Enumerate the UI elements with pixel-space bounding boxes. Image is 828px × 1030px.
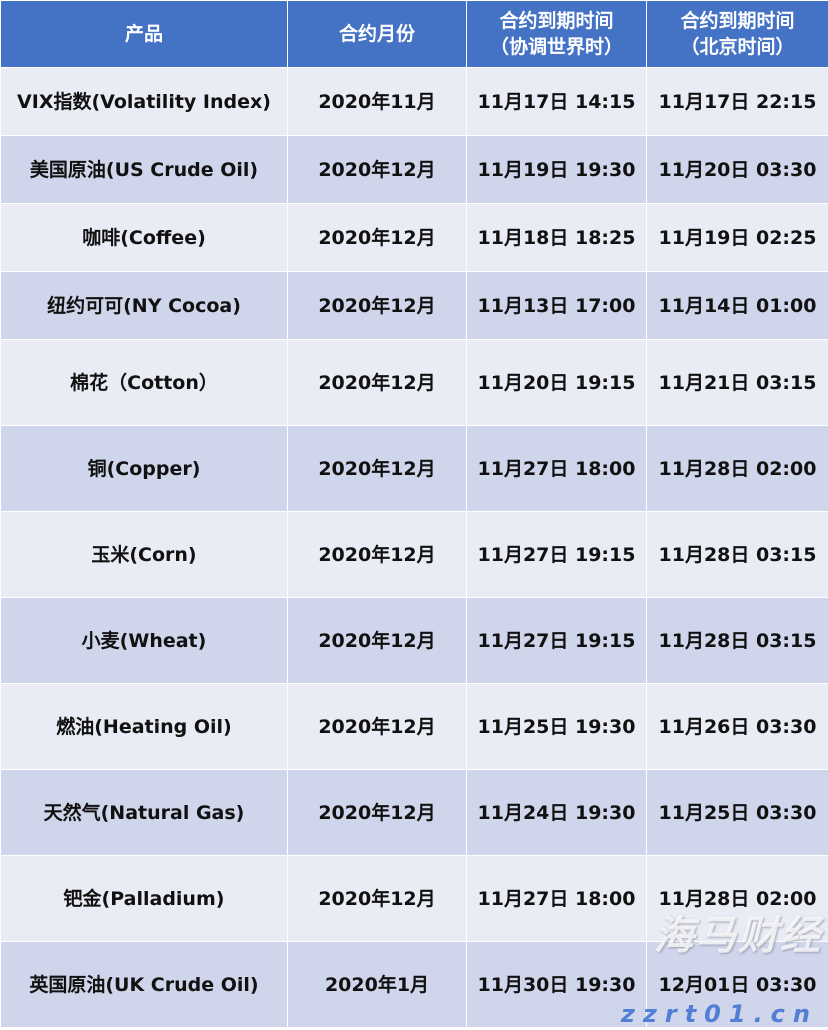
cell-expiry-beijing: 11月20日 03:30 bbox=[646, 135, 828, 204]
cell-contract-month: 2020年12月 bbox=[287, 271, 467, 340]
cell-expiry-utc: 11月25日 19:30 bbox=[466, 683, 647, 770]
header-contract-month: 合约月份 bbox=[287, 0, 467, 68]
cell-expiry-beijing: 11月28日 02:00 bbox=[646, 855, 828, 942]
header-expiry-beijing: 合约到期时间 （北京时间） bbox=[646, 0, 828, 68]
cell-contract-month: 2020年12月 bbox=[287, 683, 467, 770]
cell-contract-month: 2020年12月 bbox=[287, 339, 467, 426]
table-row: 咖啡(Coffee) 2020年12月 11月18日 18:25 11月19日 02:… bbox=[0, 203, 828, 272]
cell-expiry-beijing: 11月21日 03:15 bbox=[646, 339, 828, 426]
cell-product: 棉花（Cotton） bbox=[0, 339, 288, 426]
cell-expiry-utc: 11月19日 19:30 bbox=[466, 135, 647, 204]
table-row: 纽约可可(NY Cocoa) 2020年12月 11月13日 17:00 11月14日… bbox=[0, 271, 828, 340]
table-row: 天然气(Natural Gas) 2020年12月 11月24日 19:30 11月2… bbox=[0, 769, 828, 856]
table-row: 燃油(Heating Oil) 2020年12月 11月25日 19:30 11月26… bbox=[0, 683, 828, 770]
cell-expiry-beijing: 11月14日 01:00 bbox=[646, 271, 828, 340]
cell-product: VIX指数(Volatility Index) bbox=[0, 67, 288, 136]
cell-expiry-utc: 11月27日 19:15 bbox=[466, 597, 647, 684]
cell-product: 燃油(Heating Oil) bbox=[0, 683, 288, 770]
cell-product: 钯金(Palladium) bbox=[0, 855, 288, 942]
cell-contract-month: 2020年12月 bbox=[287, 203, 467, 272]
table-row: 铜(Copper) 2020年12月 11月27日 18:00 11月28日 02:0… bbox=[0, 425, 828, 512]
header-text: 合约月份 bbox=[338, 23, 415, 45]
header-text: 合约到期时间 bbox=[680, 10, 795, 32]
cell-contract-month: 2020年1月 bbox=[287, 941, 467, 1028]
cell-product: 小麦(Wheat) bbox=[0, 597, 288, 684]
cell-expiry-utc: 11月27日 19:15 bbox=[466, 511, 647, 598]
cell-product: 天然气(Natural Gas) bbox=[0, 769, 288, 856]
cell-expiry-utc: 11月30日 19:30 bbox=[466, 941, 647, 1028]
header-subtext: （北京时间） bbox=[680, 36, 795, 58]
cell-expiry-beijing: 11月28日 03:15 bbox=[646, 597, 828, 684]
cell-contract-month: 2020年12月 bbox=[287, 855, 467, 942]
cell-expiry-utc: 11月20日 19:15 bbox=[466, 339, 647, 426]
header-product: 产品 bbox=[0, 0, 288, 68]
header-expiry-utc: 合约到期时间 （协调世界时） bbox=[466, 0, 647, 68]
header-text: 合约到期时间 bbox=[499, 10, 614, 32]
cell-expiry-beijing: 11月28日 02:00 bbox=[646, 425, 828, 512]
table-row: 英国原油(UK Crude Oil) 2020年1月 11月30日 19:30 12月… bbox=[0, 941, 828, 1028]
cell-contract-month: 2020年12月 bbox=[287, 511, 467, 598]
header-row: 产品 合约月份 合约到期时间 （协调世界时） 合约到期时间 （北京时间） bbox=[0, 0, 828, 68]
cell-product: 英国原油(UK Crude Oil) bbox=[0, 941, 288, 1028]
cell-expiry-beijing: 11月28日 03:15 bbox=[646, 511, 828, 598]
cell-expiry-utc: 11月13日 17:00 bbox=[466, 271, 647, 340]
table-row: 钯金(Palladium) 2020年12月 11月27日 18:00 11月28日 … bbox=[0, 855, 828, 942]
table-row: 小麦(Wheat) 2020年12月 11月27日 19:15 11月28日 03:1… bbox=[0, 597, 828, 684]
cell-contract-month: 2020年11月 bbox=[287, 67, 467, 136]
cell-product: 纽约可可(NY Cocoa) bbox=[0, 271, 288, 340]
cell-expiry-utc: 11月27日 18:00 bbox=[466, 855, 647, 942]
cell-expiry-beijing: 11月17日 22:15 bbox=[646, 67, 828, 136]
cell-expiry-beijing: 11月19日 02:25 bbox=[646, 203, 828, 272]
header-subtext: （协调世界时） bbox=[489, 36, 623, 58]
table-row: 美国原油(US Crude Oil) 2020年12月 11月19日 19:30 11… bbox=[0, 135, 828, 204]
cell-product: 铜(Copper) bbox=[0, 425, 288, 512]
cell-expiry-beijing: 11月25日 03:30 bbox=[646, 769, 828, 856]
cell-product: 玉米(Corn) bbox=[0, 511, 288, 598]
cell-contract-month: 2020年12月 bbox=[287, 597, 467, 684]
cell-product: 美国原油(US Crude Oil) bbox=[0, 135, 288, 204]
cell-contract-month: 2020年12月 bbox=[287, 769, 467, 856]
cell-expiry-utc: 11月27日 18:00 bbox=[466, 425, 647, 512]
table-row: 玉米(Corn) 2020年12月 11月27日 19:15 11月28日 03:15 bbox=[0, 511, 828, 598]
header-text: 产品 bbox=[124, 23, 163, 45]
cell-expiry-beijing: 11月26日 03:30 bbox=[646, 683, 828, 770]
cell-contract-month: 2020年12月 bbox=[287, 425, 467, 512]
cell-expiry-utc: 11月18日 18:25 bbox=[466, 203, 647, 272]
cell-expiry-utc: 11月24日 19:30 bbox=[466, 769, 647, 856]
cell-expiry-beijing: 12月01日 03:30 bbox=[646, 941, 828, 1028]
cell-product: 咖啡(Coffee) bbox=[0, 203, 288, 272]
cell-contract-month: 2020年12月 bbox=[287, 135, 467, 204]
table-row: 棉花（Cotton） 2020年12月 11月20日 19:15 11月21日 03:… bbox=[0, 339, 828, 426]
cell-expiry-utc: 11月17日 14:15 bbox=[466, 67, 647, 136]
table-row: VIX指数(Volatility Index) 2020年11月 11月17日 14… bbox=[0, 67, 828, 136]
